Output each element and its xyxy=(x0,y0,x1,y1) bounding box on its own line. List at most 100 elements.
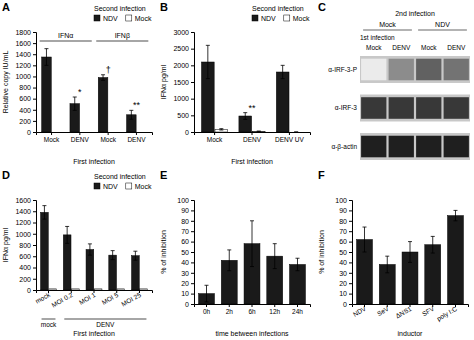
tick: 50 xyxy=(339,249,352,256)
tick-mark xyxy=(33,211,36,212)
tick-label: 20 xyxy=(339,280,347,287)
x-axis: MockDENVDENV UV xyxy=(195,132,311,143)
plot-area xyxy=(42,49,136,132)
panel-label: F xyxy=(318,169,325,181)
error-bar xyxy=(273,244,277,269)
legend-title: Second infection xyxy=(94,173,146,180)
tick-label: 70 xyxy=(181,228,189,235)
band xyxy=(444,136,469,158)
bar xyxy=(86,250,94,291)
tick-mark xyxy=(51,132,52,135)
tick: MOI 25 xyxy=(120,290,142,308)
panel: F0102030405060708090100NDVSeVΔNS1SFVpoly… xyxy=(318,169,469,337)
tick-mark xyxy=(206,304,207,307)
tick: 200 xyxy=(19,275,36,282)
tick-label: 800 xyxy=(19,242,31,249)
tick: 600 xyxy=(19,95,36,102)
tick: 800 xyxy=(19,84,36,91)
plot-area xyxy=(201,45,298,132)
error-bar xyxy=(385,256,389,273)
tick-label: 0 xyxy=(185,129,189,136)
tick-mark xyxy=(33,279,36,280)
tick-label: NDV xyxy=(352,305,368,318)
legend-swatch xyxy=(94,183,100,189)
band xyxy=(416,59,441,81)
group-line xyxy=(64,319,146,320)
tick: 20 xyxy=(339,280,352,287)
tick: 60 xyxy=(339,238,352,245)
panel-label: B xyxy=(160,1,168,13)
tick-label: 60 xyxy=(339,238,347,245)
bracket xyxy=(40,41,92,42)
tick: 1600 xyxy=(15,197,36,204)
tick-mark xyxy=(191,262,194,263)
tick-mark xyxy=(191,283,194,284)
tick-mark xyxy=(79,132,80,135)
tick-label: 20 xyxy=(181,280,189,287)
error-bar xyxy=(65,226,69,243)
tick: 1200 xyxy=(15,62,36,69)
group-label: NDV xyxy=(435,21,450,28)
band xyxy=(389,97,414,119)
annotation: † xyxy=(106,65,111,75)
bar xyxy=(52,132,62,133)
tick-label: 2500 xyxy=(173,45,189,52)
tick: 40 xyxy=(181,259,194,266)
legend-swatch xyxy=(284,15,290,21)
tick-label: 1600 xyxy=(15,197,31,204)
error-bar xyxy=(88,244,92,255)
x-axis-title: First infection xyxy=(73,330,115,337)
series xyxy=(49,289,148,290)
bar xyxy=(94,289,102,290)
tick-label: 0 xyxy=(27,129,31,136)
tick-mark xyxy=(33,268,36,269)
tick: 40 xyxy=(339,259,352,266)
tick-label: 1000 xyxy=(15,73,31,80)
legend-item: NDV xyxy=(94,183,118,190)
legend-label: NDV xyxy=(261,15,276,22)
bar xyxy=(276,72,289,132)
band xyxy=(416,136,441,158)
annotation: * xyxy=(78,87,82,97)
bar xyxy=(117,289,125,290)
tick-label: 400 xyxy=(19,107,31,114)
tick-label: 40 xyxy=(181,259,189,266)
x-axis: NDVSeVΔNS1SFVpoly I:C xyxy=(352,304,469,323)
panel: B050010001500200025003000MockDENVDENV UV… xyxy=(160,1,311,165)
tick: DENV xyxy=(127,132,146,143)
tick-mark xyxy=(33,290,36,291)
tick-mark xyxy=(33,234,36,235)
tick: Mock xyxy=(207,132,223,143)
tick-label: 10 xyxy=(181,290,189,297)
panel-label: E xyxy=(160,169,167,181)
tick-mark xyxy=(33,132,36,133)
row-label: α-β-actin xyxy=(331,143,357,151)
y-axis: 0102030405060708090100 xyxy=(335,197,352,308)
error-bar xyxy=(133,251,137,260)
tick-mark xyxy=(33,110,36,111)
tick: 10 xyxy=(339,290,352,297)
blot-background xyxy=(360,133,470,160)
tick: 60 xyxy=(181,238,194,245)
tick-label: 1000 xyxy=(15,230,31,237)
x-axis-title: First infection xyxy=(73,158,115,165)
tick-mark xyxy=(349,262,352,263)
tick-label: mock xyxy=(34,291,52,305)
tick-label: 10 xyxy=(339,290,347,297)
tick-label: SFV xyxy=(421,305,436,318)
group-label: mock xyxy=(41,321,57,328)
series xyxy=(199,221,306,304)
tick: 80 xyxy=(181,218,194,225)
plot-area xyxy=(199,221,306,304)
tick-label: 70 xyxy=(339,228,347,235)
tick-label: 90 xyxy=(339,207,347,214)
tick: 24h xyxy=(292,304,303,315)
error-bar xyxy=(281,65,285,78)
tick-mark xyxy=(191,252,194,253)
annotation: ** xyxy=(133,100,141,110)
legend-label: NDV xyxy=(103,15,118,22)
tick-mark xyxy=(33,256,36,257)
legend: Second infectionNDVMock xyxy=(252,5,310,22)
panel-label: D xyxy=(2,169,10,181)
band xyxy=(416,97,441,119)
